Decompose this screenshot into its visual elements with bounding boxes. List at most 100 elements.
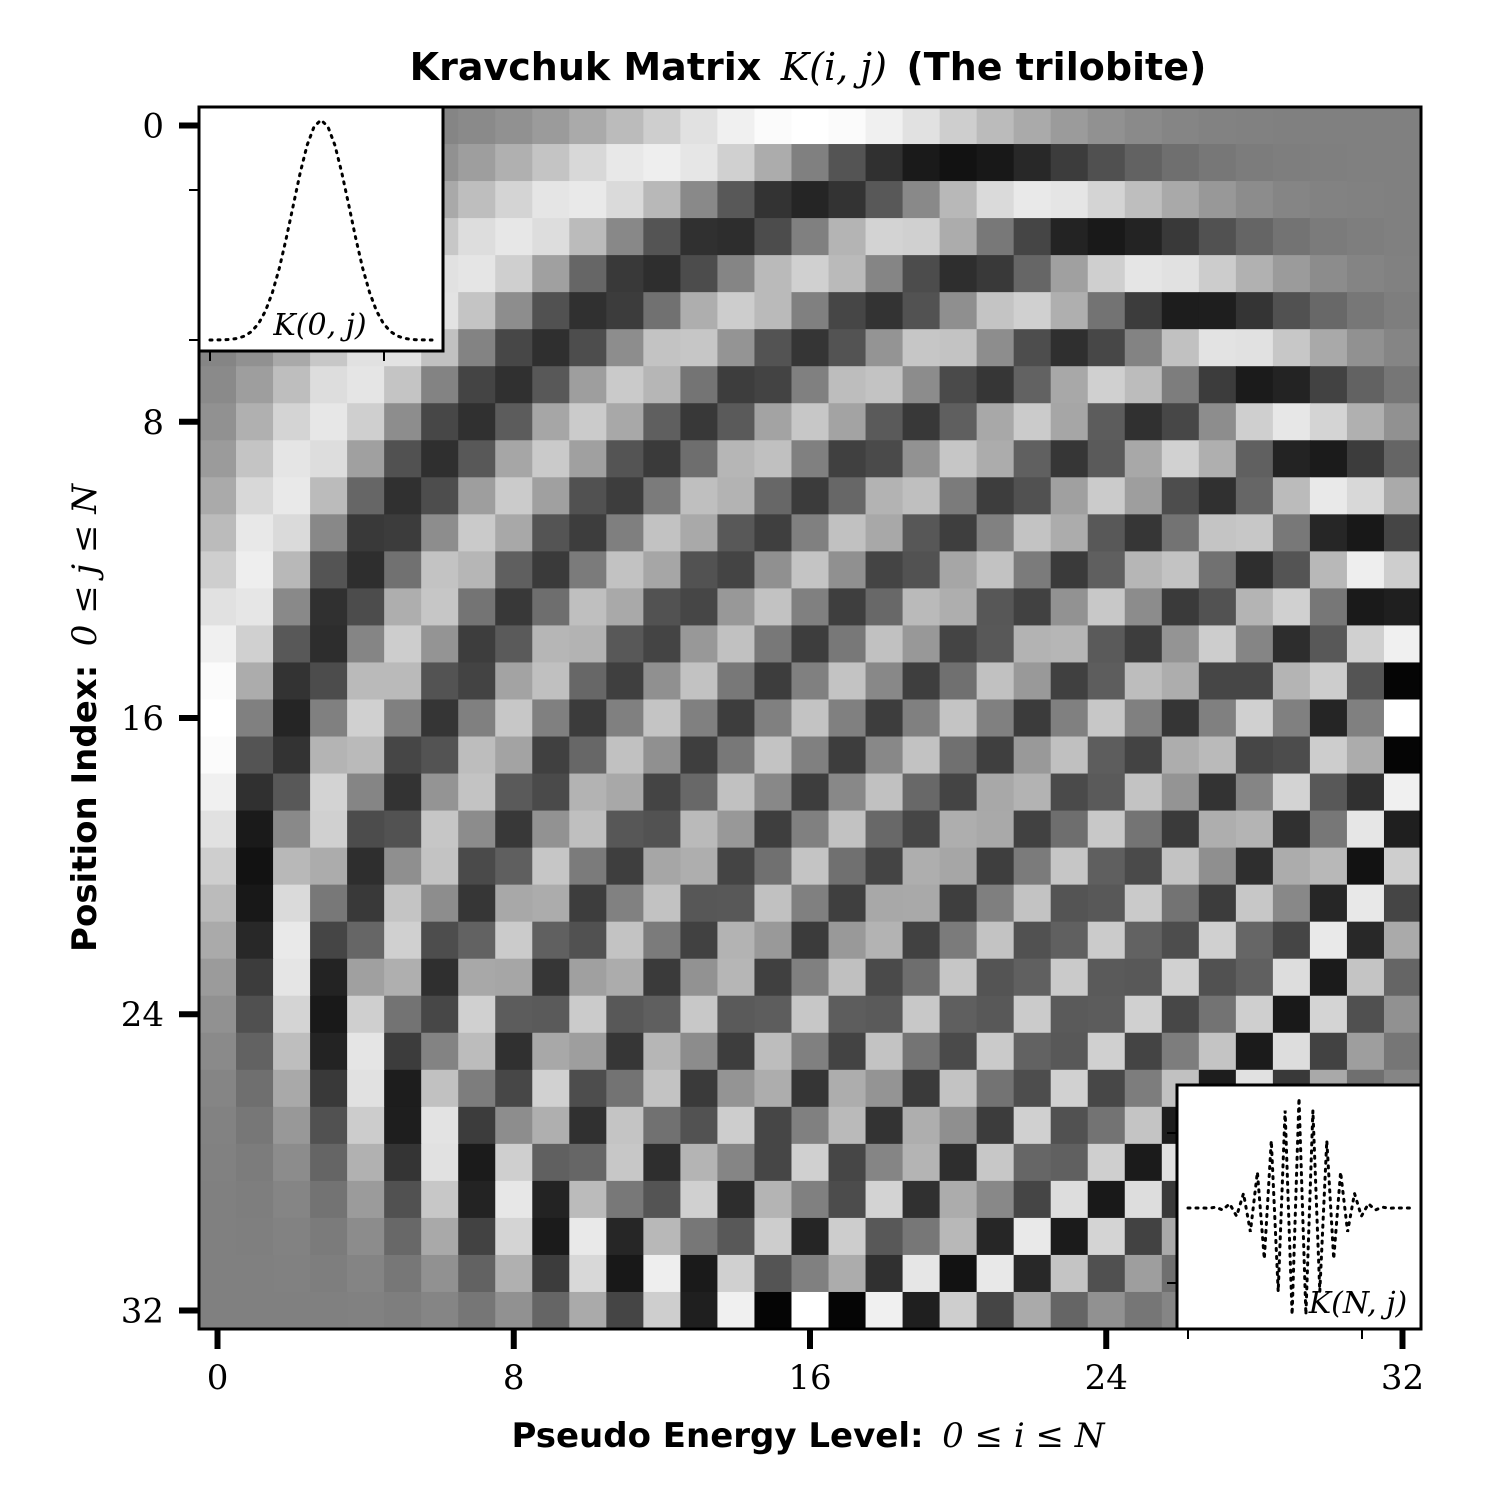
heatmap-cell (569, 736, 607, 775)
heatmap-cell (236, 1254, 274, 1293)
heatmap-cell (1161, 255, 1200, 293)
heatmap-cell (458, 995, 496, 1034)
heatmap-cell (384, 736, 422, 775)
heatmap-cell (569, 255, 607, 293)
heatmap-cell (1383, 218, 1422, 256)
heatmap-cell (569, 218, 607, 256)
heatmap-cell (1198, 181, 1237, 219)
heatmap-cell (1235, 218, 1274, 256)
heatmap-cell (495, 1180, 533, 1219)
heatmap-cell (1013, 1254, 1052, 1293)
heatmap-cell (495, 107, 533, 145)
heatmap-cell (532, 329, 570, 367)
heatmap-cell (1383, 440, 1422, 478)
heatmap-cell (384, 403, 422, 441)
heatmap-cell (606, 1069, 644, 1108)
heatmap-cell (1383, 773, 1422, 812)
heatmap-cell (643, 958, 681, 997)
heatmap-cell (569, 551, 607, 589)
heatmap-cell (902, 181, 941, 219)
heatmap-cell (421, 588, 459, 627)
heatmap-cell (1050, 1143, 1089, 1182)
heatmap-cell (495, 588, 533, 627)
heatmap-cell (902, 958, 941, 997)
heatmap-cell (532, 440, 570, 478)
heatmap-cell (458, 588, 496, 627)
heatmap-cell (1272, 181, 1311, 219)
heatmap-cell (495, 292, 533, 330)
inset-top-k0: K(0, j) (189, 105, 445, 361)
heatmap-cell (532, 477, 570, 515)
heatmap-cell (976, 329, 1015, 367)
heatmap-cell (495, 255, 533, 293)
heatmap-cell (495, 551, 533, 589)
heatmap-cell (828, 255, 867, 293)
heatmap-cell (1013, 551, 1052, 589)
heatmap-cell (902, 1180, 941, 1219)
heatmap-cell (828, 699, 867, 738)
heatmap-cell (1346, 773, 1385, 812)
heatmap-cell (1013, 1106, 1052, 1145)
heatmap-cell (1383, 625, 1422, 664)
heatmap-cell (1124, 477, 1163, 515)
heatmap-cell (865, 1254, 904, 1293)
heatmap-cell (939, 1254, 978, 1293)
heatmap-cell (236, 477, 274, 515)
heatmap-cell (1050, 1180, 1089, 1219)
heatmap-cell (939, 218, 978, 256)
heatmap-cell (643, 403, 681, 441)
heatmap-cell (754, 625, 793, 664)
heatmap-cell (754, 1143, 793, 1182)
heatmap-cell (865, 514, 904, 552)
heatmap-cell (1346, 255, 1385, 293)
heatmap-cell (1013, 514, 1052, 552)
heatmap-cell (680, 181, 719, 219)
heatmap-cell (421, 847, 459, 886)
heatmap-cell (199, 514, 237, 552)
heatmap-cell (458, 1180, 496, 1219)
heatmap-cell (1346, 625, 1385, 664)
heatmap-cell (1161, 440, 1200, 478)
heatmap-cell (643, 1254, 681, 1293)
heatmap-cell (199, 440, 237, 478)
heatmap-cell (828, 773, 867, 812)
heatmap-cell (1013, 218, 1052, 256)
heatmap-cell (347, 1069, 385, 1108)
heatmap-cell (976, 958, 1015, 997)
heatmap-cell (791, 144, 830, 182)
heatmap-cell (643, 255, 681, 293)
heatmap-cell (976, 810, 1015, 849)
heatmap-cell (236, 1217, 274, 1256)
heatmap-cell (680, 1217, 719, 1256)
heatmap-cell (791, 699, 830, 738)
heatmap-cell (569, 1069, 607, 1108)
heatmap-cell (865, 588, 904, 627)
heatmap-cell (717, 1032, 756, 1071)
heatmap-cell (1198, 921, 1237, 960)
heatmap-cell (458, 1291, 496, 1330)
heatmap-cell (1161, 810, 1200, 849)
heatmap-cell (495, 329, 533, 367)
heatmap-cell (310, 995, 348, 1034)
heatmap-cell (1198, 107, 1237, 145)
heatmap-cell (643, 773, 681, 812)
heatmap-cell (976, 514, 1015, 552)
heatmap-cell (754, 699, 793, 738)
heatmap-cell (1198, 847, 1237, 886)
heatmap-cell (384, 625, 422, 664)
heatmap-cell (569, 329, 607, 367)
heatmap-cell (458, 773, 496, 812)
heatmap-cell (1124, 625, 1163, 664)
heatmap-cell (199, 588, 237, 627)
heatmap-cell (532, 958, 570, 997)
heatmap-cell (643, 1032, 681, 1071)
heatmap-cell (680, 995, 719, 1034)
heatmap-cell (1013, 810, 1052, 849)
heatmap-cell (754, 1032, 793, 1071)
heatmap-cell (754, 292, 793, 330)
heatmap-cell (606, 773, 644, 812)
heatmap-cell (643, 329, 681, 367)
heatmap-cell (680, 847, 719, 886)
heatmap-cell (939, 255, 978, 293)
heatmap-cell (1383, 329, 1422, 367)
